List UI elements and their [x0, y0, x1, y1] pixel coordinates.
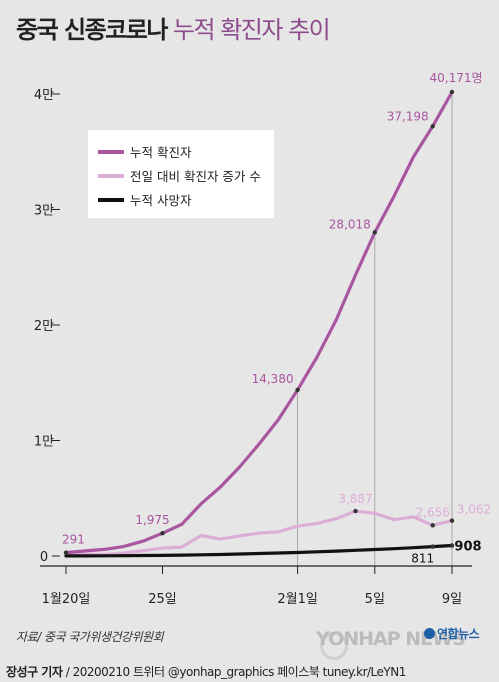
data-point-10: [449, 543, 455, 548]
data-point-2: [295, 387, 300, 393]
series-line-1: [64, 509, 454, 557]
data-label-9: 811: [411, 552, 434, 566]
brand-dot-icon: [424, 628, 435, 639]
data-point-0: [63, 550, 69, 555]
chart-title: 중국 신종코로나 누적 확진자 추이: [16, 10, 486, 45]
title-sub: 누적 확진자 추이: [172, 16, 331, 44]
data-label-3: 28,018: [329, 217, 371, 231]
y-tick-label-0: 0: [40, 550, 48, 565]
y-tick-label-1: 1만: [34, 434, 54, 449]
data-point-5: [449, 89, 455, 95]
data-label-5: 40,171명: [429, 71, 482, 85]
data-point-8: [449, 518, 455, 523]
legend-label-1: 전일 대비 확진자 증가 수: [130, 169, 261, 184]
data-point-9: [430, 544, 435, 549]
brand-name: 연합뉴스: [437, 627, 480, 641]
y-tick-label-3: 3만: [34, 203, 54, 218]
series-line-0: [64, 90, 454, 555]
data-label-2: 14,380: [252, 372, 294, 386]
data-point-4: [430, 124, 435, 129]
y-tick-label-4: 4만: [34, 88, 54, 103]
data-point-1: [160, 530, 165, 536]
data-label-4: 37,198: [387, 109, 429, 123]
credit-footer: 장성구 기자 / 20200210 트위터 @yonhap_graphics 페…: [0, 662, 499, 682]
chart-series: [64, 90, 454, 558]
chart-grid: [297, 92, 453, 566]
y-tick-label-2: 2만: [34, 319, 54, 334]
x-tick-label-3: 5일: [365, 592, 385, 607]
data-label-10: 908: [454, 540, 481, 555]
x-tick-label-0: 1월20일: [42, 592, 91, 607]
data-point-3: [372, 230, 377, 235]
data-label-1: 1,975: [135, 513, 169, 527]
author: 장성구 기자: [6, 665, 63, 679]
chart-labels: 291 1,975 14,380 28,018 37,198 40,171명 3,887 2,…: [62, 71, 491, 566]
data-label-8: 3,062: [457, 503, 491, 517]
watermark-logo-icon: [320, 632, 348, 660]
brand-logo: 연합뉴스: [424, 625, 480, 642]
series-line-2: [64, 543, 454, 558]
data-label-6: 3,887: [338, 492, 372, 506]
title-main: 중국 신종코로나: [16, 16, 168, 44]
legend-label-0: 누적 확진자: [130, 145, 192, 160]
x-tick-label-1: 25일: [148, 592, 177, 607]
data-point-7: [430, 523, 435, 528]
data-label-0: 291: [62, 533, 85, 547]
chart-axes: 0 1만 2만 3만 4만 1월20일 25일 2월1일 5일 9일: [34, 88, 472, 607]
credit-rest: / 20200210 트위터 @yonhap_graphics 페이스북 tun…: [62, 665, 407, 679]
x-tick-label-4: 9일: [442, 592, 462, 607]
legend-label-2: 누적 사망자: [130, 193, 192, 208]
data-point-6: [353, 508, 358, 514]
data-label-7: 2,656: [416, 505, 450, 519]
x-tick-label-2: 2월1일: [277, 592, 317, 607]
source-note: 자료/ 중국 국가위생건강위원회: [16, 630, 164, 644]
